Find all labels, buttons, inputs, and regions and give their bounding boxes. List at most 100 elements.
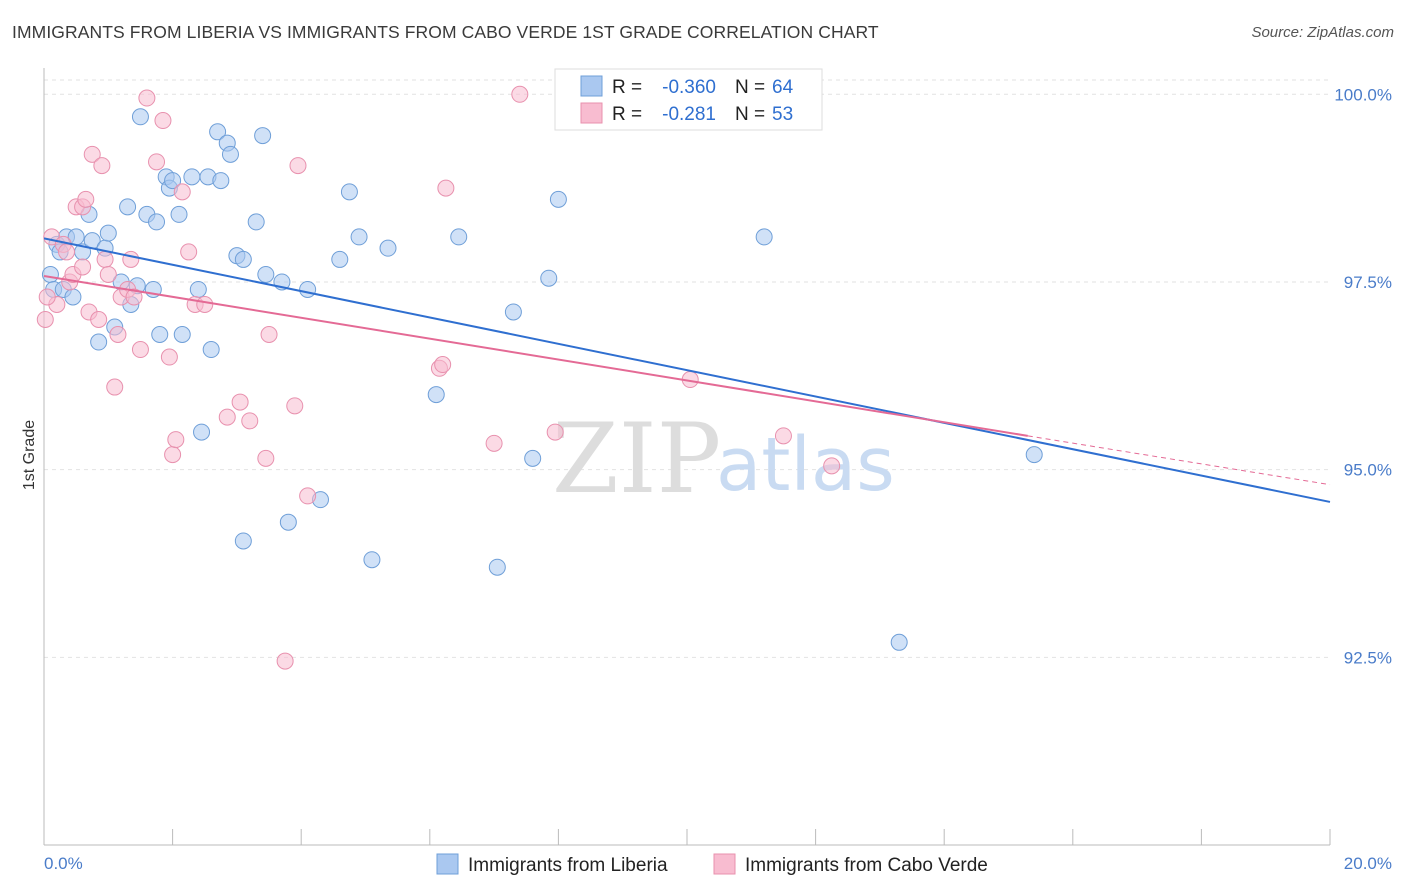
point-liberia bbox=[331, 250, 349, 268]
point-liberia bbox=[890, 633, 908, 651]
point-caboverde bbox=[36, 310, 54, 328]
point-caboverde bbox=[276, 652, 294, 670]
point-liberia bbox=[363, 551, 381, 569]
point-liberia bbox=[755, 228, 773, 246]
watermark-atlas: atlas bbox=[716, 422, 895, 508]
series-legend: Immigrants from Liberia Immigrants from … bbox=[436, 853, 988, 876]
point-caboverde bbox=[106, 378, 124, 396]
point-caboverde bbox=[167, 431, 185, 449]
point-liberia bbox=[299, 280, 317, 298]
point-caboverde bbox=[99, 265, 117, 283]
point-liberia bbox=[41, 265, 59, 283]
point-caboverde bbox=[485, 434, 503, 452]
point-liberia bbox=[193, 423, 211, 441]
point-liberia bbox=[504, 303, 522, 321]
point-liberia bbox=[524, 449, 542, 467]
point-caboverde bbox=[93, 157, 111, 175]
stats-r-value: -0.281 bbox=[662, 104, 716, 125]
point-liberia bbox=[450, 228, 468, 246]
point-caboverde bbox=[437, 179, 455, 197]
point-liberia bbox=[183, 168, 201, 186]
point-liberia bbox=[247, 213, 265, 231]
point-liberia bbox=[279, 513, 297, 531]
point-caboverde bbox=[299, 487, 317, 505]
point-caboverde bbox=[131, 341, 149, 359]
legend-swatch-liberia bbox=[436, 853, 459, 875]
point-liberia bbox=[212, 172, 230, 190]
point-liberia bbox=[340, 183, 358, 201]
point-caboverde bbox=[77, 190, 95, 208]
trend-line-caboverde-extension bbox=[1027, 435, 1331, 486]
point-liberia bbox=[427, 386, 445, 404]
point-caboverde bbox=[823, 457, 841, 475]
point-caboverde bbox=[74, 258, 92, 276]
x-tick-label-max: 20.0% bbox=[1344, 854, 1392, 873]
stats-legend: R = -0.360 N = 64 R = -0.281 N = 53 bbox=[554, 68, 823, 131]
y-tick-labels: 92.5% 95.0% 97.5% 100.0% bbox=[1334, 85, 1392, 667]
source-attribution: Source: ZipAtlas.com bbox=[1251, 24, 1394, 41]
stats-n-value: 53 bbox=[772, 104, 793, 125]
point-liberia bbox=[90, 333, 108, 351]
point-caboverde bbox=[180, 243, 198, 261]
point-caboverde bbox=[58, 243, 76, 261]
point-caboverde bbox=[148, 153, 166, 171]
point-caboverde bbox=[257, 449, 275, 467]
point-caboverde bbox=[125, 288, 143, 306]
point-caboverde bbox=[546, 423, 564, 441]
point-liberia bbox=[488, 558, 506, 576]
point-liberia bbox=[164, 172, 182, 190]
point-liberia bbox=[549, 190, 567, 208]
x-tick-label-min: 0.0% bbox=[44, 854, 83, 873]
point-caboverde bbox=[122, 250, 140, 268]
point-caboverde bbox=[511, 85, 529, 103]
stats-swatch-caboverde bbox=[580, 102, 603, 124]
point-caboverde bbox=[196, 295, 214, 313]
x-ticks bbox=[43, 829, 1331, 845]
point-liberia bbox=[119, 198, 137, 216]
point-caboverde bbox=[90, 310, 108, 328]
point-caboverde bbox=[774, 427, 792, 445]
point-liberia bbox=[99, 224, 117, 242]
watermark-zip: ZIP bbox=[552, 403, 721, 515]
point-liberia bbox=[151, 326, 169, 344]
stats-n-label: N = bbox=[735, 104, 765, 125]
data-points bbox=[36, 85, 1043, 670]
point-caboverde bbox=[96, 250, 114, 268]
legend-label-caboverde: Immigrants from Cabo Verde bbox=[745, 855, 988, 876]
point-caboverde bbox=[154, 112, 172, 130]
point-liberia bbox=[189, 280, 207, 298]
trend-line-caboverde bbox=[43, 274, 1028, 437]
point-liberia bbox=[64, 288, 82, 306]
chart-title: IMMIGRANTS FROM LIBERIA VS IMMIGRANTS FR… bbox=[12, 22, 879, 42]
point-liberia bbox=[221, 145, 239, 163]
y-tick-label: 100.0% bbox=[1334, 85, 1392, 104]
point-caboverde bbox=[218, 408, 236, 426]
point-caboverde bbox=[434, 356, 452, 374]
point-caboverde bbox=[138, 89, 156, 107]
stats-swatch-liberia bbox=[580, 75, 603, 97]
point-liberia bbox=[202, 341, 220, 359]
point-liberia bbox=[540, 269, 558, 287]
y-tick-label: 95.0% bbox=[1344, 461, 1392, 480]
point-liberia bbox=[234, 250, 252, 268]
point-liberia bbox=[148, 213, 166, 231]
y-tick-label: 92.5% bbox=[1344, 648, 1392, 667]
stats-n-label: N = bbox=[735, 77, 765, 98]
y-tick-label: 97.5% bbox=[1344, 273, 1392, 292]
trend-lines bbox=[43, 237, 1331, 503]
point-caboverde bbox=[164, 446, 182, 464]
stats-r-label: R = bbox=[612, 77, 642, 98]
point-caboverde bbox=[83, 145, 101, 163]
legend-label-liberia: Immigrants from Liberia bbox=[468, 855, 668, 876]
point-liberia bbox=[234, 532, 252, 550]
point-caboverde bbox=[160, 348, 178, 366]
point-caboverde bbox=[231, 393, 249, 411]
point-liberia bbox=[379, 239, 397, 257]
point-caboverde bbox=[173, 183, 191, 201]
point-liberia bbox=[254, 127, 272, 145]
point-liberia bbox=[209, 123, 227, 141]
point-liberia bbox=[1025, 446, 1043, 464]
point-caboverde bbox=[38, 288, 56, 306]
gridlines bbox=[44, 79, 1330, 658]
